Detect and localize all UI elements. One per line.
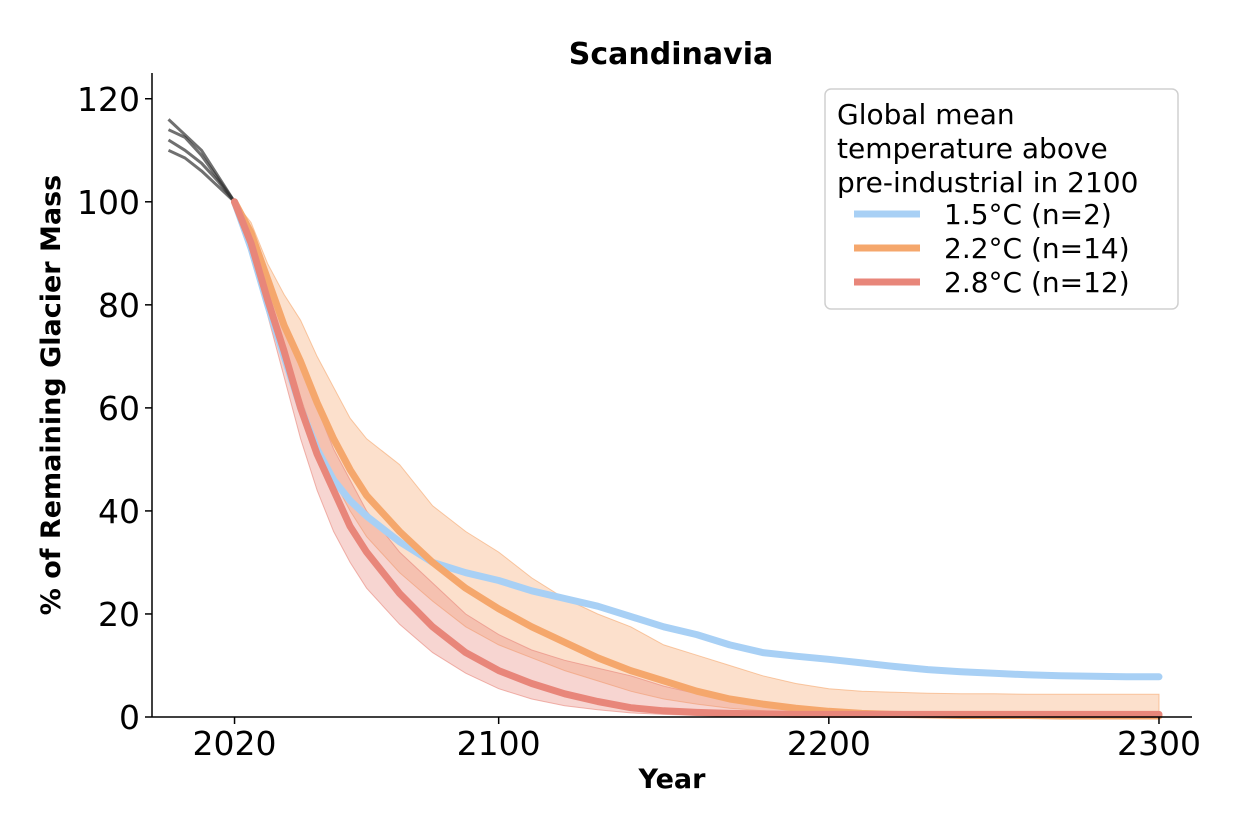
y-tick-label-80: 80 (98, 286, 140, 325)
x-axis-label: Year (638, 764, 707, 795)
chart-title: Scandinavia (569, 37, 773, 72)
legend-label-2-2-c-n-14: 2.2°C (n=14) (944, 232, 1130, 265)
x-ticks: 2020 2100 2200 2300 (193, 717, 1201, 763)
legend-title-line-3: pre-industrial in 2100 (837, 166, 1138, 199)
series-lines (231, 198, 1163, 720)
line-2-8-c-n-12 (231, 198, 1163, 718)
legend-frame (824, 88, 1179, 310)
y-ticks: 0 20 40 60 80 100 120 (77, 80, 152, 737)
x-tick-label-2020: 2020 (193, 724, 277, 763)
legend-title-line-2: temperature above (837, 132, 1108, 165)
y-tick-label-120: 120 (77, 80, 140, 119)
y-tick-label-0: 0 (119, 698, 140, 737)
legend: Global mean temperature above pre-indust… (824, 88, 1179, 310)
y-tick-label-60: 60 (98, 389, 140, 428)
historical-run-3 (167, 138, 236, 203)
y-tick-label-40: 40 (98, 492, 140, 531)
x-tick-label-2100: 2100 (457, 724, 541, 763)
x-tick-label-2300: 2300 (1117, 724, 1201, 763)
x-tick-label-2200: 2200 (787, 724, 871, 763)
legend-label-1-5-c-n-2: 1.5°C (n=2) (944, 198, 1112, 231)
historical-run-4 (167, 148, 236, 203)
legend-title-line-1: Global mean (837, 98, 1015, 131)
y-axis-label: % of Remaining Glacier Mass (36, 175, 67, 615)
legend-entries: 1.5°C (n=2)2.2°C (n=14)2.8°C (n=12) (854, 198, 1130, 299)
historical-runs (167, 118, 236, 203)
y-tick-label-100: 100 (77, 183, 140, 222)
legend-label-2-8-c-n-12: 2.8°C (n=12) (944, 266, 1130, 299)
y-tick-label-20: 20 (98, 595, 140, 634)
